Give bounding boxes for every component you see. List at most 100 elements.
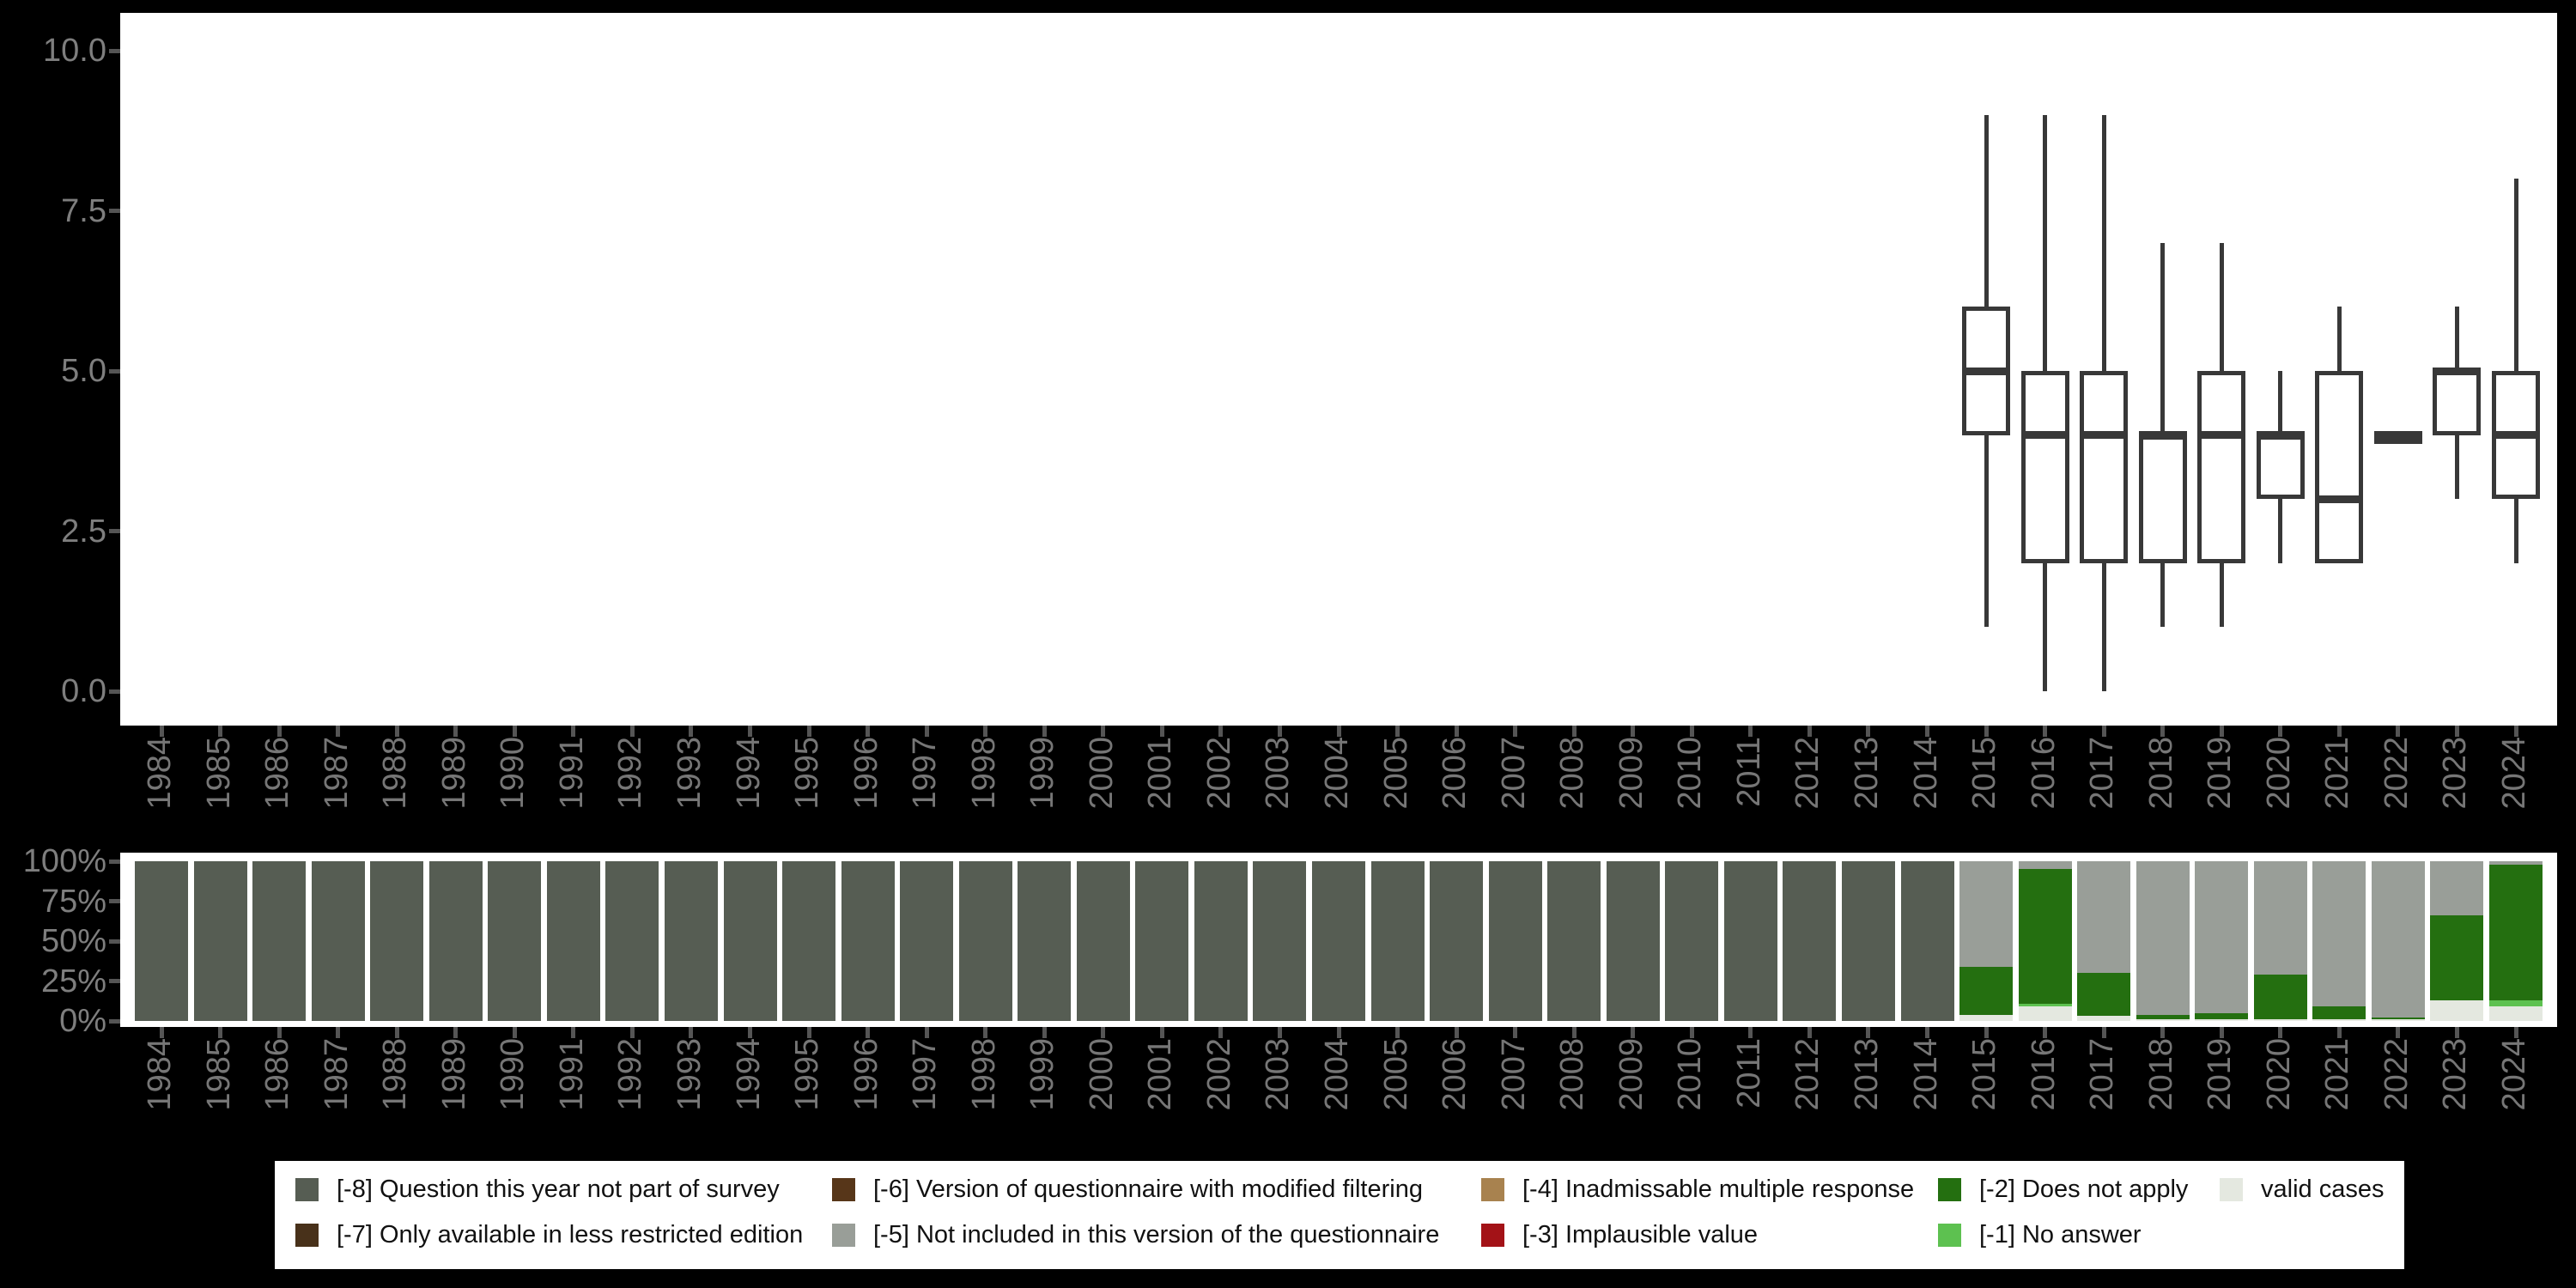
x-axis-tick-label: 1994 bbox=[730, 737, 767, 810]
x-axis-tick-mark bbox=[571, 1027, 576, 1038]
x-axis-tick-label: 2014 bbox=[1907, 737, 1944, 810]
bar-segment-2021--5 bbox=[2312, 861, 2366, 1007]
bar-segment-2012--8 bbox=[1783, 861, 1837, 1021]
x-axis-tick-mark bbox=[983, 726, 988, 737]
bar-segment-2001--8 bbox=[1135, 861, 1189, 1021]
bar-segment-1992--8 bbox=[605, 861, 659, 1021]
x-axis-tick-label: 2013 bbox=[1848, 1038, 1885, 1111]
median-line bbox=[2256, 431, 2305, 440]
x-axis-tick-mark bbox=[2043, 1027, 2048, 1038]
median-line bbox=[1962, 367, 2011, 375]
x-axis-tick-label: 2007 bbox=[1495, 1038, 1532, 1111]
x-axis-tick-mark bbox=[512, 1027, 517, 1038]
x-axis-tick-label: 1992 bbox=[612, 737, 649, 810]
bar-segment-2010--8 bbox=[1665, 861, 1719, 1021]
bar-segment-1997--8 bbox=[900, 861, 954, 1021]
x-axis-tick-mark bbox=[1571, 726, 1577, 737]
y-axis-tick-label: 0% bbox=[59, 1003, 106, 1039]
x-axis-tick-mark bbox=[2454, 726, 2459, 737]
x-axis-tick-label: 1997 bbox=[907, 737, 944, 810]
iqr-box bbox=[2315, 371, 2364, 563]
bar-segment-2017-valid bbox=[2077, 1016, 2131, 1021]
y-axis-tick-mark bbox=[109, 899, 120, 903]
x-axis-tick-label: 2000 bbox=[1083, 737, 1120, 810]
lower-whisker bbox=[1984, 434, 1989, 628]
x-axis-tick-mark bbox=[2101, 1027, 2106, 1038]
x-axis-tick-label: 2015 bbox=[1966, 737, 2003, 810]
bar-segment-2021--2 bbox=[2312, 1006, 2366, 1020]
y-axis-tick-label: 100% bbox=[22, 843, 106, 879]
x-axis-tick-label: 2014 bbox=[1907, 1038, 1944, 1111]
lower-whisker bbox=[2043, 562, 2048, 691]
x-axis-tick-label: 2005 bbox=[1377, 1038, 1414, 1111]
bar-segment-2023--5 bbox=[2430, 861, 2484, 916]
iqr-box bbox=[2138, 434, 2187, 563]
bar-segment-2009--8 bbox=[1606, 861, 1660, 1021]
x-axis-tick-label: 2001 bbox=[1142, 1038, 1179, 1111]
x-axis-tick-label: 2019 bbox=[2202, 1038, 2239, 1111]
y-axis-tick-label: 50% bbox=[40, 923, 106, 959]
lower-whisker bbox=[2454, 434, 2459, 500]
x-axis-tick-label: 2004 bbox=[1319, 1038, 1355, 1111]
x-axis-tick-mark bbox=[1101, 726, 1106, 737]
x-axis-tick-mark bbox=[2278, 1027, 2283, 1038]
x-axis-tick-label: 2000 bbox=[1083, 1038, 1120, 1111]
x-axis-tick-label: 2006 bbox=[1437, 737, 1473, 810]
iqr-box bbox=[2433, 371, 2482, 435]
x-axis-tick-mark bbox=[1571, 1027, 1577, 1038]
median-line bbox=[2197, 431, 2246, 440]
median-line bbox=[2138, 431, 2187, 440]
upper-whisker bbox=[2336, 307, 2342, 371]
y-axis-tick-mark bbox=[109, 209, 120, 213]
x-axis-tick-mark bbox=[218, 726, 223, 737]
x-axis-tick-mark bbox=[806, 726, 811, 737]
x-axis-tick-label: 2009 bbox=[1613, 737, 1649, 810]
x-axis-tick-label: 2012 bbox=[1789, 1038, 1826, 1111]
upper-whisker bbox=[2454, 307, 2459, 371]
x-axis-tick-label: 1987 bbox=[318, 1038, 355, 1111]
bar-segment-2016--1 bbox=[2018, 1003, 2072, 1007]
x-axis-tick-mark bbox=[453, 1027, 459, 1038]
x-axis-tick-mark bbox=[1218, 726, 1224, 737]
x-axis-tick-mark bbox=[629, 1027, 635, 1038]
x-axis-tick-label: 1998 bbox=[965, 1038, 1002, 1111]
x-axis-tick-mark bbox=[1454, 726, 1459, 737]
x-axis-tick-label: 2021 bbox=[2319, 737, 2356, 810]
median-line bbox=[2433, 367, 2482, 375]
x-axis-tick-label: 1999 bbox=[1024, 737, 1061, 810]
x-axis-tick-label: 1984 bbox=[142, 1038, 178, 1111]
x-axis-tick-label: 1998 bbox=[965, 737, 1002, 810]
x-axis-tick-mark bbox=[1748, 1027, 1753, 1038]
median-line bbox=[2020, 431, 2069, 440]
bar-segment-1984--8 bbox=[135, 861, 188, 1021]
x-axis-tick-mark bbox=[1159, 1027, 1164, 1038]
x-axis-tick-label: 1992 bbox=[612, 1038, 649, 1111]
bar-segment-1989--8 bbox=[428, 861, 483, 1021]
bar-segment-2024--5 bbox=[2489, 861, 2543, 865]
x-axis-tick-mark bbox=[336, 1027, 341, 1038]
legend-label--1: [-1] No answer bbox=[1979, 1221, 2142, 1249]
x-axis-tick-mark bbox=[1218, 1027, 1224, 1038]
bar-segment-2016-valid bbox=[2018, 1006, 2072, 1021]
x-axis-tick-mark bbox=[1748, 726, 1753, 737]
x-axis-tick-label: 2019 bbox=[2202, 737, 2239, 810]
y-axis-tick-label: 5.0 bbox=[61, 353, 106, 389]
median-line bbox=[2373, 431, 2422, 440]
x-axis-tick-mark bbox=[924, 726, 929, 737]
x-axis-tick-mark bbox=[1925, 726, 1929, 737]
x-axis-tick-mark bbox=[2396, 726, 2401, 737]
bar-segment-1987--8 bbox=[311, 861, 365, 1021]
legend-swatch--5 bbox=[832, 1224, 855, 1247]
bar-segment-2024--1 bbox=[2489, 999, 2543, 1007]
bar-segment-2016--5 bbox=[2018, 861, 2072, 870]
legend-label-valid: valid cases bbox=[2261, 1176, 2385, 1203]
y-axis-tick-label: 0.0 bbox=[61, 673, 106, 709]
x-axis-tick-label: 2007 bbox=[1495, 737, 1532, 810]
bar-segment-2003--8 bbox=[1253, 861, 1307, 1021]
legend-swatch--6 bbox=[832, 1178, 855, 1201]
x-axis-tick-mark bbox=[1807, 1027, 1812, 1038]
x-axis-tick-mark bbox=[866, 1027, 871, 1038]
x-axis-tick-mark bbox=[1984, 1027, 1989, 1038]
x-axis-tick-mark bbox=[2043, 726, 2048, 737]
y-axis-tick-mark bbox=[109, 979, 120, 983]
